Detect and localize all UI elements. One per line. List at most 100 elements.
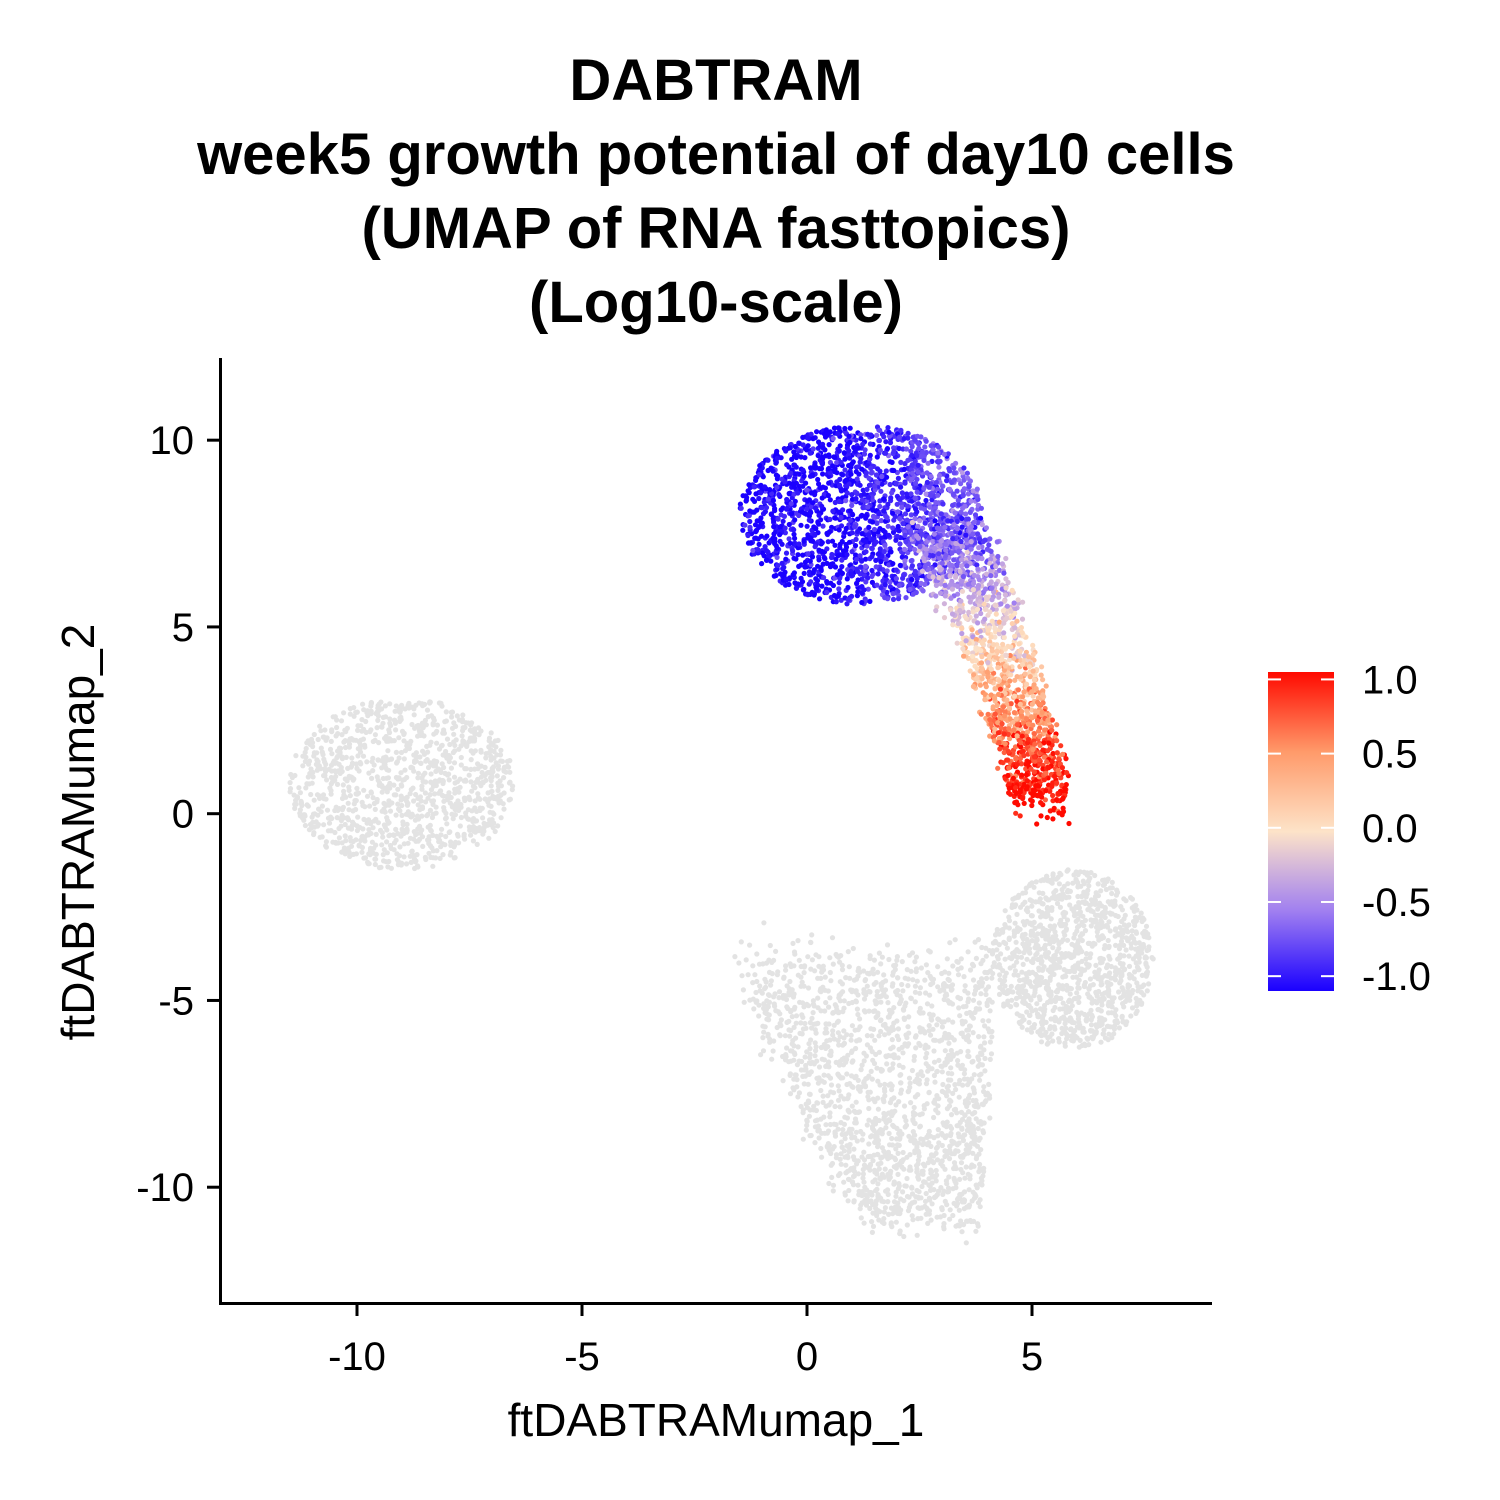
- cell-point: [347, 793, 353, 799]
- chart-subtitle-3: (Log10-scale): [529, 270, 903, 335]
- cell-point: [318, 745, 324, 751]
- cell-point: [1036, 967, 1042, 973]
- cell-point: [899, 981, 905, 988]
- cell-point: [407, 791, 413, 797]
- cell-point: [319, 803, 325, 809]
- cell-point: [1053, 876, 1059, 882]
- cell-point: [456, 746, 462, 752]
- cell-point: [1119, 1013, 1125, 1020]
- cell-point: [849, 1023, 856, 1029]
- cell-point: [1053, 989, 1059, 995]
- cell-point: [305, 803, 311, 809]
- cell-point: [782, 1033, 788, 1039]
- cell-point: [297, 810, 303, 816]
- cell-point: [308, 766, 314, 772]
- cell-point: [320, 792, 327, 798]
- cell-point: [411, 798, 417, 804]
- cell-point: [906, 1075, 913, 1081]
- cell-point: [836, 1062, 843, 1068]
- cell-point: [798, 1067, 805, 1073]
- cell-point: [766, 957, 772, 963]
- cell-point: [460, 712, 466, 718]
- cell-point: [328, 738, 334, 745]
- cell-point: [470, 838, 476, 844]
- cell-point: [1041, 877, 1047, 883]
- cell-point: [816, 1064, 823, 1070]
- cell-point: [1050, 934, 1056, 940]
- cell-point: [864, 486, 870, 492]
- cell-point: [345, 765, 351, 772]
- cell-point: [373, 842, 379, 848]
- cell-point: [987, 1115, 993, 1121]
- cell-point: [1023, 907, 1029, 913]
- cell-point: [1020, 961, 1026, 968]
- cell-point: [1098, 955, 1104, 961]
- cell-point: [928, 1217, 934, 1223]
- cell-point: [486, 835, 492, 841]
- cell-point: [1002, 956, 1008, 962]
- cell-point: [1121, 942, 1127, 949]
- cell-point: [829, 1174, 835, 1180]
- cell-point: [378, 864, 384, 870]
- cell-point: [812, 1118, 819, 1124]
- cell-point: [380, 852, 386, 858]
- cell-point: [933, 499, 939, 506]
- cell-point: [845, 1198, 851, 1204]
- cell-point: [962, 1098, 969, 1104]
- cell-point: [761, 920, 767, 926]
- cell-point: [1019, 1024, 1025, 1030]
- cell-point: [1118, 995, 1124, 1001]
- cell-point: [886, 1211, 892, 1217]
- cell-point: [835, 425, 842, 431]
- cell-point: [390, 832, 397, 838]
- cell-point: [1134, 907, 1140, 913]
- cell-point: [366, 770, 372, 776]
- cell-point: [434, 848, 440, 854]
- cell-point: [952, 1106, 959, 1112]
- cell-point: [916, 1150, 922, 1156]
- cell-point: [396, 853, 403, 859]
- cell-point: [443, 833, 449, 840]
- cell-point: [806, 1071, 812, 1077]
- cell-point: [908, 995, 914, 1002]
- cell-point: [1069, 1003, 1075, 1009]
- cell-point: [1132, 922, 1138, 929]
- cell-point: [942, 1048, 948, 1054]
- cell-point: [1070, 974, 1076, 980]
- cell-point: [811, 1107, 817, 1113]
- cell-point: [867, 955, 873, 962]
- cell-point: [786, 1027, 792, 1033]
- cell-point: [1121, 922, 1128, 928]
- cell-point: [889, 1135, 895, 1142]
- cell-point: [288, 771, 294, 778]
- cell-point: [354, 823, 360, 829]
- cell-point: [800, 1136, 806, 1142]
- cell-point: [892, 1108, 898, 1114]
- cell-point: [850, 1154, 857, 1160]
- cell-point: [816, 1127, 822, 1133]
- cell-point: [835, 1126, 841, 1132]
- cell-point: [817, 596, 823, 602]
- cell-point: [422, 790, 428, 796]
- cell-point: [1076, 985, 1082, 991]
- cell-point: [407, 741, 413, 748]
- cell-point: [912, 989, 919, 995]
- cell-point: [871, 1026, 877, 1032]
- cell-point: [450, 803, 456, 809]
- cell-point: [1028, 958, 1035, 965]
- cell-point: [787, 1091, 794, 1097]
- cell-point: [380, 775, 386, 782]
- cell-point: [807, 1020, 814, 1026]
- cell-point: [358, 737, 364, 743]
- cell-point: [387, 716, 393, 722]
- cell-point: [826, 442, 832, 448]
- cell-point: [1136, 954, 1142, 961]
- cell-point: [1059, 952, 1065, 958]
- cell-point: [368, 789, 374, 795]
- cell-point: [1067, 991, 1073, 997]
- cell-point: [853, 998, 859, 1004]
- cell-point: [415, 826, 421, 832]
- cell-point: [924, 470, 930, 476]
- cell-point: [359, 849, 365, 855]
- cell-point: [910, 977, 916, 983]
